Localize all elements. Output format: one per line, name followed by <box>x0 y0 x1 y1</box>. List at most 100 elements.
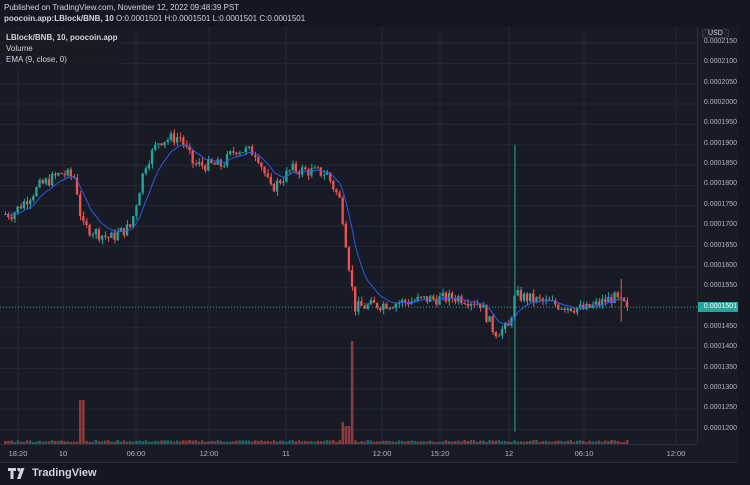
candle <box>132 216 135 227</box>
candle <box>291 163 294 171</box>
price-tick-label: 0.0001600 <box>703 261 737 269</box>
volume-bar <box>500 441 504 444</box>
volume-bar <box>69 441 73 444</box>
legend-title[interactable]: LBlock/BNB, 10, poocoin.app <box>6 33 118 42</box>
candle <box>469 303 472 306</box>
candle <box>113 232 116 240</box>
candle <box>54 173 57 176</box>
time-axis[interactable]: 18:20 10 06:00 12:00 11 12:00 15:20 12 06:10 12:0… <box>0 444 697 463</box>
candle <box>150 149 154 165</box>
volume-bar <box>607 441 610 444</box>
volume-bar <box>172 441 176 444</box>
price-tick-label: 0.0001550 <box>703 282 737 290</box>
candle <box>100 235 104 240</box>
volume-bar <box>341 422 345 444</box>
volume-bar <box>560 440 563 444</box>
time-tick-label: 12:00 <box>199 449 219 458</box>
volume-bar <box>91 441 95 444</box>
price-tick-label: 0.0001650 <box>703 241 737 249</box>
candle <box>257 157 260 163</box>
volume-bar <box>275 441 279 444</box>
currency-button[interactable]: USD <box>702 29 729 38</box>
price-tick-label: 0.0002100 <box>703 58 737 66</box>
candle <box>288 170 291 172</box>
candle <box>332 180 335 190</box>
price-axis[interactable]: USD 0.0002150 0.0002100 0.0002050 0.0002000… <box>697 27 739 444</box>
price-tick-label: 0.0001800 <box>703 180 737 188</box>
candle <box>554 300 557 305</box>
volume-bar <box>541 441 545 444</box>
candle <box>441 292 444 297</box>
candle <box>582 304 585 310</box>
volume-bar <box>38 440 41 444</box>
legend-volume[interactable]: Volume <box>6 44 33 53</box>
candle <box>607 296 610 303</box>
time-tick-label: 10 <box>58 449 68 458</box>
volume-bar <box>525 441 529 444</box>
volume-bar <box>41 441 45 444</box>
volume-bar <box>254 440 257 444</box>
candle <box>435 298 438 305</box>
volume-bar <box>379 441 382 444</box>
candle <box>479 303 482 308</box>
candle <box>400 299 404 303</box>
candle <box>566 308 569 311</box>
price-tick-label: 0.0001350 <box>703 363 737 371</box>
volume-bar <box>144 440 148 444</box>
candle <box>419 296 422 298</box>
candle <box>472 303 476 305</box>
volume-bar <box>444 440 448 444</box>
volume-bar <box>63 441 66 444</box>
volume-bar <box>147 441 151 444</box>
volume-bar <box>169 440 173 444</box>
chart-plot-area[interactable]: LBlock/BNB, 10, poocoin.app Volume EMA (… <box>0 27 697 444</box>
candle <box>347 247 351 271</box>
candle <box>60 172 63 174</box>
volume-bar <box>513 440 516 444</box>
candle <box>260 162 263 168</box>
candle <box>32 196 35 201</box>
volume-bar <box>350 341 354 444</box>
candle <box>313 167 316 169</box>
volume-bar <box>488 440 491 444</box>
ohlc-low-label: L: <box>212 14 220 23</box>
volume-bar <box>338 440 341 444</box>
volume-bar <box>454 441 457 444</box>
candle <box>497 335 501 337</box>
volume-bar <box>616 441 620 444</box>
candle <box>241 152 244 154</box>
volume-bar <box>432 441 435 444</box>
volume-bar <box>366 440 370 444</box>
price-tick-label: 0.0001950 <box>703 119 737 127</box>
candle <box>504 323 507 329</box>
candle <box>10 217 13 220</box>
volume-bar <box>113 441 116 444</box>
time-tick-label: 12:00 <box>372 449 392 458</box>
publish-info: Published on TradingView.com, November 1… <box>4 3 240 12</box>
volume-bar <box>122 440 126 444</box>
candle <box>485 305 488 322</box>
ohlc-close-label: C: <box>259 14 268 23</box>
volume-bar <box>60 440 63 444</box>
volume-bar <box>182 440 185 444</box>
volume-bar <box>304 440 307 444</box>
chart-legend: LBlock/BNB, 10, poocoin.app Volume EMA (… <box>4 31 120 66</box>
volume-bar <box>210 440 213 444</box>
volume-bar <box>160 440 163 444</box>
legend-ema[interactable]: EMA (9, close, 0) <box>6 55 67 64</box>
tradingview-logo[interactable]: TradingView <box>8 467 97 479</box>
volume-bar <box>388 441 391 444</box>
candle <box>154 144 157 150</box>
time-tick-label: 12:00 <box>666 449 686 458</box>
volume-bar <box>619 441 623 444</box>
candle <box>569 308 572 312</box>
volume-bar <box>535 440 538 444</box>
volume-bar <box>110 441 113 444</box>
volume-bar <box>19 441 23 444</box>
candle <box>79 194 82 216</box>
candle <box>294 163 297 172</box>
candle <box>519 290 522 301</box>
candle <box>88 225 91 236</box>
volume-bar <box>154 440 157 444</box>
time-tick-label: 15:20 <box>430 449 450 458</box>
